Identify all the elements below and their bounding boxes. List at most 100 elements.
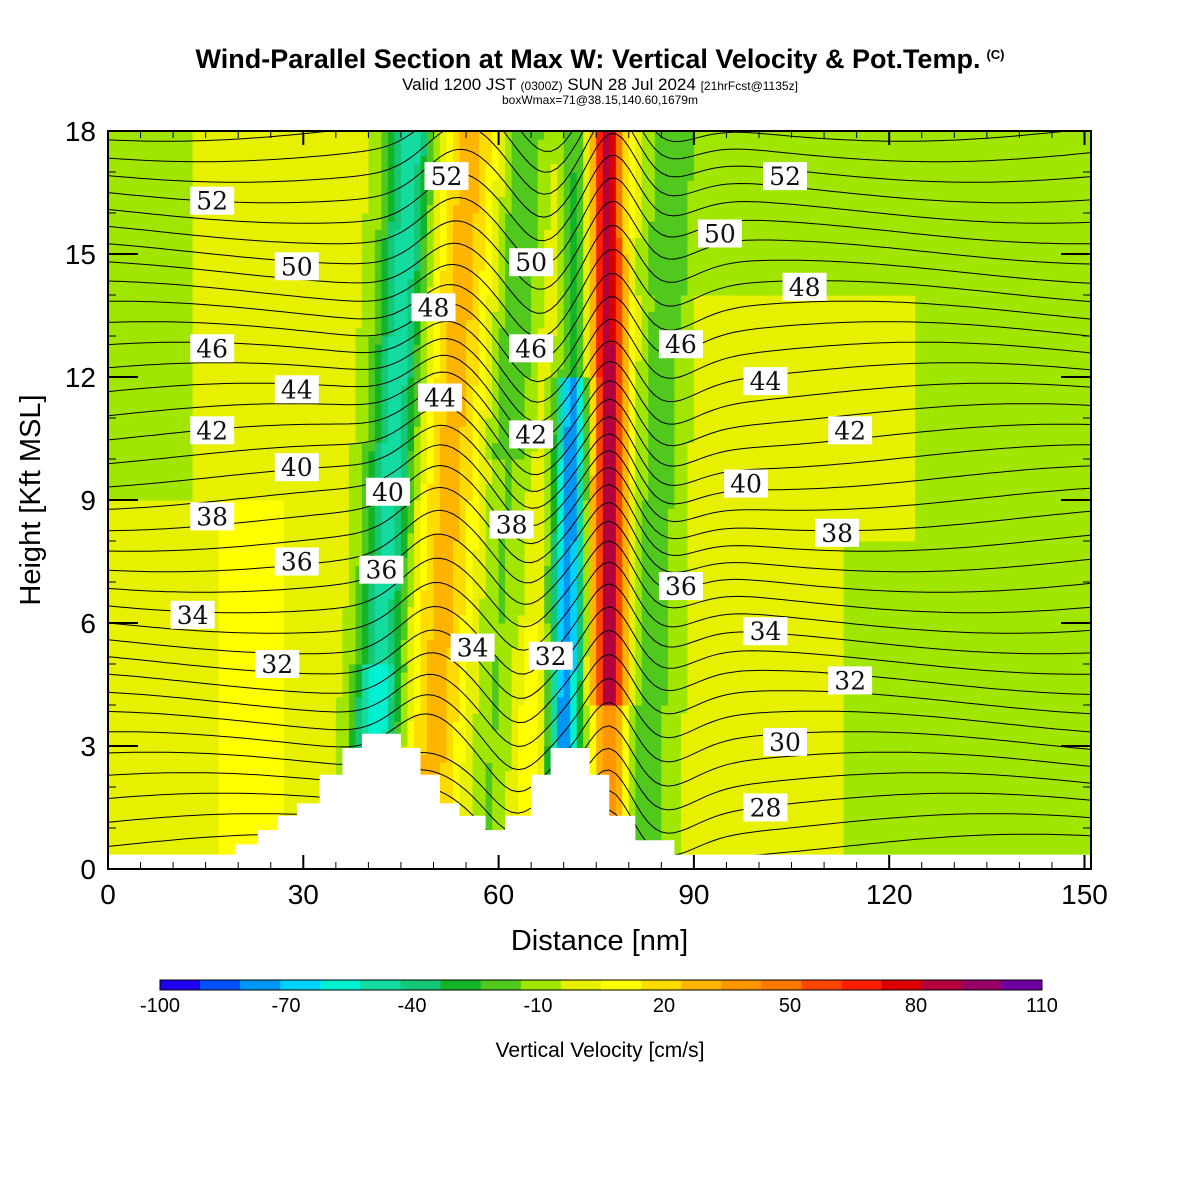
velocity-cell xyxy=(466,589,474,599)
y-tick-label: 3 xyxy=(80,731,96,762)
velocity-cell xyxy=(407,679,415,690)
velocity-cell xyxy=(615,220,623,230)
velocity-cell xyxy=(381,458,402,468)
velocity-cell xyxy=(628,302,636,312)
velocity-cell xyxy=(420,704,428,714)
velocity-cell xyxy=(583,688,591,698)
velocity-cell xyxy=(674,360,695,370)
velocity-cell xyxy=(381,532,395,542)
velocity-cell xyxy=(576,310,584,321)
velocity-cell xyxy=(583,507,591,517)
velocity-cell xyxy=(479,614,500,624)
velocity-cell xyxy=(414,720,428,731)
velocity-cell xyxy=(583,212,591,222)
velocity-cell xyxy=(361,712,369,722)
velocity-cell xyxy=(537,138,565,148)
velocity-cell xyxy=(374,507,382,517)
velocity-cell xyxy=(511,712,519,722)
velocity-cell xyxy=(622,474,630,485)
velocity-cell xyxy=(394,540,402,550)
velocity-cell xyxy=(570,245,578,255)
theta-label-box xyxy=(450,633,495,662)
velocity-cell xyxy=(374,417,382,427)
theta-label-box xyxy=(274,453,319,482)
velocity-cell xyxy=(427,327,435,337)
velocity-cell xyxy=(635,647,643,657)
theta-label: 46 xyxy=(509,334,554,363)
velocity-cell xyxy=(550,196,558,206)
velocity-cell xyxy=(570,614,578,624)
theta-contour-line xyxy=(108,406,1091,492)
velocity-cell xyxy=(628,212,636,222)
velocity-cell xyxy=(394,614,402,624)
velocity-cell xyxy=(446,228,454,239)
velocity-cell xyxy=(361,474,369,485)
velocity-cell xyxy=(374,450,382,460)
velocity-cell xyxy=(420,638,428,649)
y-tick-label: 12 xyxy=(65,362,96,393)
velocity-cell xyxy=(498,401,526,411)
velocity-cell xyxy=(355,335,369,345)
velocity-cell xyxy=(557,425,565,435)
velocity-cell xyxy=(414,524,422,534)
velocity-cell xyxy=(420,433,428,444)
velocity-cell xyxy=(355,663,363,673)
velocity-cell xyxy=(583,524,591,534)
velocity-cell xyxy=(641,204,656,214)
velocity-cell xyxy=(466,597,474,608)
velocity-cell xyxy=(915,507,1091,517)
velocity-cell xyxy=(342,622,356,632)
velocity-cell xyxy=(433,269,441,280)
theta-label-text: 46 xyxy=(196,334,228,363)
velocity-cell xyxy=(570,351,578,362)
velocity-cell xyxy=(628,261,636,271)
velocity-cell xyxy=(915,483,1091,493)
velocity-cell xyxy=(472,597,480,608)
velocity-cell xyxy=(583,409,591,419)
velocity-cell xyxy=(453,294,474,304)
velocity-cell xyxy=(498,228,506,239)
velocity-cell xyxy=(687,204,1091,214)
velocity-cell xyxy=(661,720,682,731)
velocity-cell xyxy=(693,335,916,345)
velocity-cell xyxy=(192,319,363,329)
velocity-cell xyxy=(544,515,552,526)
velocity-cell xyxy=(108,376,194,386)
velocity-cell xyxy=(479,409,493,419)
velocity-cell xyxy=(192,450,350,460)
velocity-cell xyxy=(589,327,597,337)
velocity-cell xyxy=(680,712,845,722)
velocity-cell xyxy=(466,368,480,378)
velocity-cell xyxy=(602,155,610,165)
velocity-cell xyxy=(453,548,467,558)
velocity-cell xyxy=(400,384,408,394)
theta-label-text: 44 xyxy=(750,367,782,396)
velocity-cell xyxy=(622,614,630,624)
velocity-cell xyxy=(622,196,630,206)
velocity-cell xyxy=(427,688,448,698)
velocity-cell xyxy=(485,310,493,321)
velocity-cell xyxy=(407,729,415,739)
velocity-cell xyxy=(387,220,402,230)
velocity-cell xyxy=(427,220,435,230)
velocity-cell xyxy=(407,425,415,435)
velocity-cell xyxy=(427,138,435,148)
velocity-cell xyxy=(674,483,688,493)
velocity-cell xyxy=(498,597,506,608)
velocity-cell xyxy=(472,245,487,255)
velocity-cell xyxy=(589,483,597,493)
velocity-cell xyxy=(374,581,395,591)
velocity-cell xyxy=(433,261,441,271)
velocity-cell xyxy=(589,187,597,198)
velocity-cell xyxy=(492,786,506,796)
velocity-cell xyxy=(524,565,545,575)
velocity-cell xyxy=(628,425,636,435)
x-tick-label: 120 xyxy=(866,879,913,910)
velocity-cell xyxy=(615,327,623,337)
velocity-cell xyxy=(192,294,363,304)
velocity-cell xyxy=(602,204,610,214)
velocity-cell xyxy=(427,155,435,165)
velocity-cell xyxy=(472,589,487,599)
velocity-cell xyxy=(414,540,422,550)
